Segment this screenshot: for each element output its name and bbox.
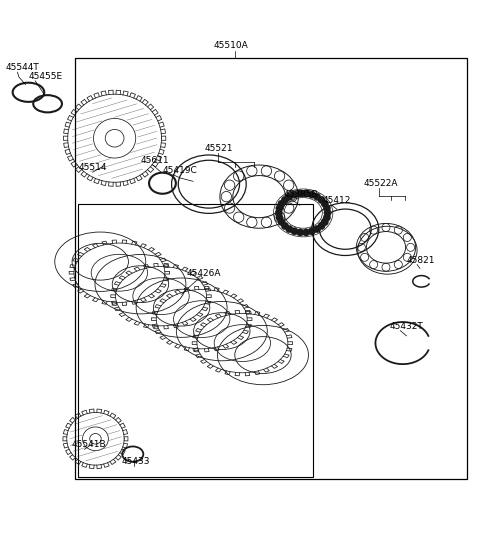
Circle shape [323,214,331,221]
Circle shape [276,214,283,221]
Circle shape [297,190,304,197]
Text: 45522A: 45522A [363,179,398,188]
Circle shape [297,229,304,236]
Circle shape [313,193,321,200]
Text: 45433: 45433 [121,457,150,466]
Circle shape [302,229,310,236]
Circle shape [281,196,288,204]
Circle shape [318,196,325,204]
Circle shape [291,191,298,198]
Text: 45455E: 45455E [28,72,62,81]
Text: 45521: 45521 [204,143,233,152]
Circle shape [308,191,315,198]
Circle shape [323,205,331,212]
Text: 45419C: 45419C [162,166,197,175]
Text: 45385B: 45385B [284,190,319,199]
Text: 45432T: 45432T [389,321,423,330]
Circle shape [276,205,283,212]
Circle shape [321,219,328,225]
Text: 45510A: 45510A [214,41,249,50]
Text: 45412: 45412 [323,196,351,205]
Text: 45541B: 45541B [72,440,106,449]
Text: 45426A: 45426A [186,269,221,278]
Circle shape [278,200,285,207]
Circle shape [291,228,298,235]
Bar [78,204,313,477]
Circle shape [321,200,328,207]
Circle shape [318,222,325,230]
Text: 45611: 45611 [141,156,169,165]
Circle shape [313,225,321,233]
Circle shape [286,193,293,200]
Text: 45544T: 45544T [5,63,39,72]
Bar [75,58,468,480]
Text: 45821: 45821 [407,256,435,264]
Circle shape [281,222,288,230]
Text: 45514: 45514 [78,163,107,172]
Circle shape [308,228,315,235]
Circle shape [286,225,293,233]
Circle shape [324,209,331,216]
Circle shape [302,190,310,197]
Circle shape [278,219,285,225]
Circle shape [275,209,282,216]
